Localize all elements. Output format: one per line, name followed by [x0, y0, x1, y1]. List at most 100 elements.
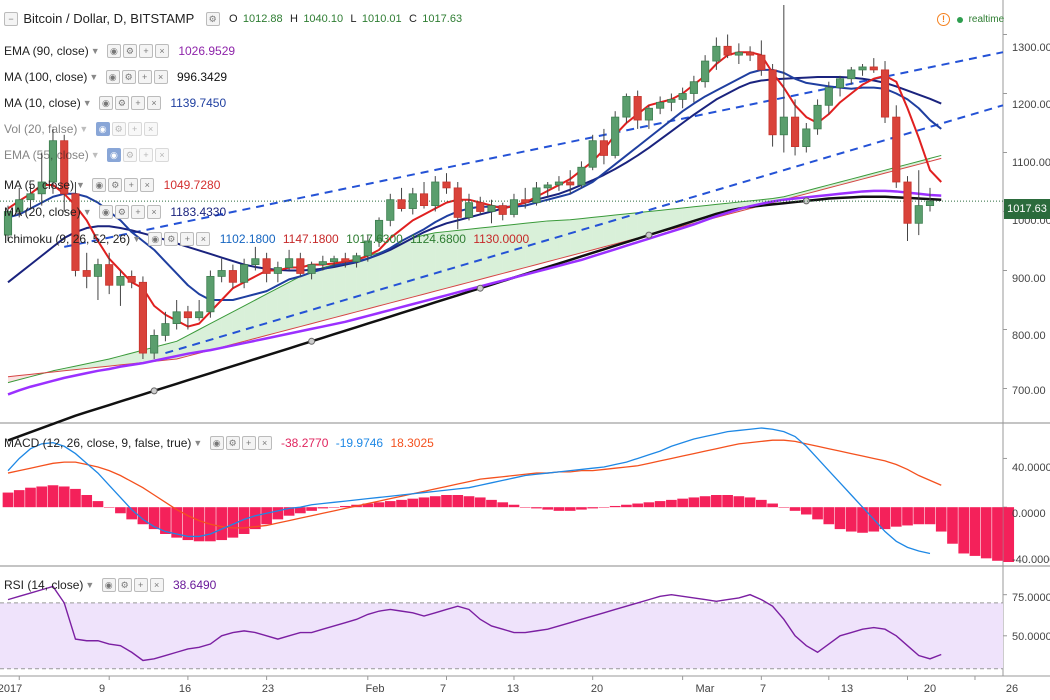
- candle-body: [161, 323, 170, 336]
- warning-icon[interactable]: !: [937, 13, 950, 26]
- dropdown-icon[interactable]: ▼: [82, 206, 92, 217]
- gear-icon[interactable]: ⚙: [121, 69, 136, 84]
- eye-icon[interactable]: ◉: [101, 577, 116, 592]
- plus-icon[interactable]: +: [124, 177, 139, 192]
- dropdown-icon[interactable]: ▼: [76, 179, 85, 190]
- plus-icon[interactable]: +: [138, 147, 153, 162]
- eye-icon[interactable]: ◉: [106, 43, 121, 58]
- indicator-row-ma100[interactable]: MA (100, close) ▼ ◉ ⚙ + × 996.3429: [4, 68, 227, 85]
- eye-hidden-icon[interactable]: ◉: [106, 147, 121, 162]
- indicator-value: 1026.9529: [178, 43, 236, 58]
- plus-icon[interactable]: +: [133, 577, 148, 592]
- plus-icon[interactable]: +: [127, 121, 142, 136]
- indicator-row-ma20[interactable]: MA (20, close) ▼ ◉ ⚙ + × 1183.4330: [4, 203, 226, 220]
- gear-icon[interactable]: ⚙: [122, 147, 137, 162]
- macd-histogram-bar: [182, 507, 194, 541]
- dropdown-icon[interactable]: ▼: [85, 579, 95, 590]
- plus-icon[interactable]: +: [137, 69, 152, 84]
- realtime-indicator[interactable]: ! realtime: [937, 13, 1004, 26]
- plus-icon[interactable]: +: [130, 95, 145, 110]
- gear-icon[interactable]: ⚙: [164, 231, 179, 246]
- macd-histogram-bar: [924, 507, 936, 525]
- eye-icon[interactable]: ◉: [98, 95, 113, 110]
- ichimoku-cloud-segment: [660, 209, 672, 233]
- close-icon[interactable]: ×: [257, 435, 272, 450]
- indicator-row-ema55[interactable]: EMA (55, close) ▼ ◉ ⚙ + ×: [4, 146, 171, 163]
- macd-histogram-bar: [935, 507, 947, 532]
- candle-body: [835, 78, 845, 88]
- ma100-marker: [645, 231, 653, 239]
- eye-hidden-icon[interactable]: ◉: [95, 121, 110, 136]
- indicator-row-ma5[interactable]: MA (5, close) ▼ ◉ ⚙ + × 1049.7280: [4, 176, 220, 193]
- rsi-tick: 50.0000: [1012, 631, 1050, 643]
- close-icon[interactable]: ×: [146, 95, 161, 110]
- dropdown-icon[interactable]: ▼: [193, 437, 203, 448]
- ichimoku-cloud-segment: [322, 264, 335, 321]
- gear-icon[interactable]: ⚙: [111, 121, 126, 136]
- ma100-marker: [802, 197, 810, 205]
- gear-icon[interactable]: ⚙: [122, 43, 137, 58]
- dropdown-icon[interactable]: ▼: [82, 97, 92, 108]
- ichimoku-cloud-segment: [379, 248, 391, 306]
- eye-icon[interactable]: ◉: [148, 231, 163, 246]
- realtime-label: realtime: [968, 14, 1005, 26]
- macd-histogram-bar: [688, 497, 700, 508]
- eye-icon[interactable]: ◉: [92, 177, 107, 192]
- close-icon[interactable]: ×: [154, 147, 169, 162]
- gear-icon[interactable]: ⚙: [225, 435, 240, 450]
- ichimoku-cloud-segment: [457, 229, 469, 286]
- dropdown-icon[interactable]: ▼: [79, 123, 89, 134]
- dropdown-icon[interactable]: ▼: [89, 71, 99, 82]
- gear-icon[interactable]: ⚙: [108, 177, 123, 192]
- macd-legend[interactable]: MACD (12, 26, close, 9, false, true) ▼ ◉ ⚙…: [4, 434, 434, 451]
- candle-body: [712, 45, 721, 62]
- eye-icon[interactable]: ◉: [209, 435, 224, 450]
- dropdown-icon[interactable]: ▼: [90, 45, 100, 56]
- plus-icon[interactable]: +: [180, 231, 195, 246]
- eye-icon[interactable]: ◉: [98, 204, 113, 219]
- macd-histogram-bar: [632, 503, 643, 508]
- close-icon[interactable]: ×: [143, 121, 158, 136]
- indicator-row-vol20[interactable]: Vol (20, false) ▼ ◉ ⚙ + ×: [4, 120, 160, 137]
- candle-body: [26, 193, 35, 201]
- candle-body: [419, 193, 429, 207]
- dropdown-icon[interactable]: ▼: [90, 149, 100, 160]
- ichimoku-cloud-segment: [199, 323, 211, 354]
- rsi-legend[interactable]: RSI (14, close) ▼ ◉ ⚙ + × 38.6490: [4, 576, 216, 593]
- indicator-row-ema90[interactable]: EMA (90, close) ▼ ◉ ⚙ + × 1026.9529: [4, 42, 235, 59]
- candle-body: [48, 140, 58, 183]
- macd-histogram-bar: [756, 499, 767, 508]
- close-icon[interactable]: ×: [196, 231, 211, 246]
- dropdown-icon[interactable]: ▼: [132, 233, 141, 244]
- macd-histogram-bar: [47, 485, 59, 508]
- settings-icon[interactable]: ⚙: [205, 11, 220, 26]
- collapse-icon[interactable]: −: [4, 11, 18, 26]
- close-icon[interactable]: ×: [153, 69, 168, 84]
- close-icon[interactable]: ×: [146, 204, 161, 219]
- ichimoku-cloud-segment: [817, 184, 829, 191]
- plus-icon[interactable]: +: [138, 43, 153, 58]
- close-icon[interactable]: ×: [149, 577, 164, 592]
- indicator-row-ichimoku[interactable]: Ichimoku (9, 26, 52, 26) ▼ ◉ ⚙ + × 1102.1800…: [4, 230, 529, 247]
- gear-icon[interactable]: ⚙: [114, 95, 129, 110]
- close-icon[interactable]: ×: [154, 43, 169, 58]
- plus-icon[interactable]: +: [241, 435, 256, 450]
- close-icon[interactable]: ×: [140, 177, 155, 192]
- candle-body: [521, 199, 530, 204]
- gear-icon[interactable]: ⚙: [117, 577, 132, 592]
- macd-histogram-bar: [115, 507, 126, 514]
- candle-body: [543, 184, 552, 189]
- indicator-row-ma10[interactable]: MA (10, close) ▼ ◉ ⚙ + × 1139.7450: [4, 94, 226, 111]
- plus-icon[interactable]: +: [130, 204, 145, 219]
- status-dot-icon: [956, 16, 963, 23]
- macd-histogram-bar: [621, 504, 632, 508]
- candle-body: [397, 199, 406, 209]
- price-tick: 1100.00: [1012, 157, 1050, 169]
- ohlc-high-value: 1040.10: [303, 12, 344, 25]
- candle-body: [374, 219, 384, 242]
- gear-icon[interactable]: ⚙: [114, 204, 129, 219]
- eye-icon[interactable]: ◉: [105, 69, 120, 84]
- candle-body: [127, 275, 136, 283]
- ichimoku-cloud-segment: [795, 190, 807, 197]
